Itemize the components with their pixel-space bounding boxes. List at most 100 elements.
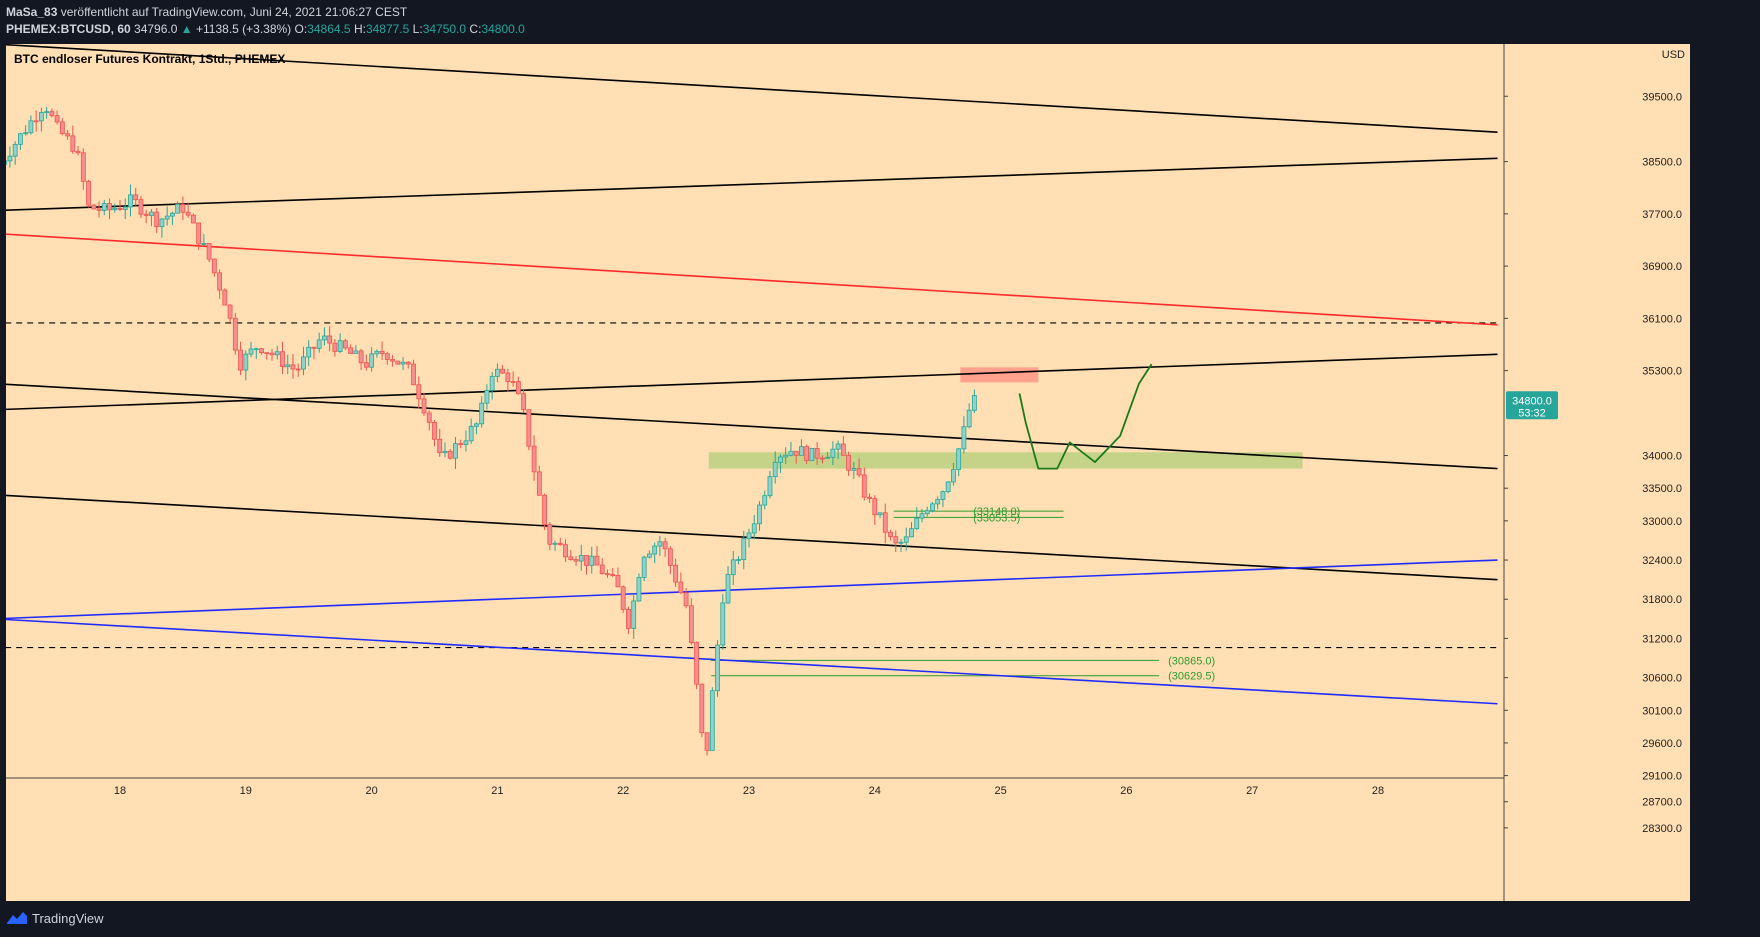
candle [851, 462, 857, 479]
candle [652, 542, 658, 564]
candle [657, 536, 663, 556]
candle [369, 347, 375, 372]
candle [547, 521, 553, 551]
candle [432, 419, 437, 447]
candle [484, 384, 490, 410]
candle [935, 496, 941, 510]
candle [505, 368, 511, 392]
candle [290, 354, 296, 379]
candle [332, 339, 338, 357]
ohlc-row: PHEMEX:BTCUSD, 60 34796.0 ▲ +1138.5 (+3.… [6, 22, 525, 36]
tradingview-logo-icon[interactable] [6, 910, 28, 929]
trend-line-red-2 [6, 233, 1498, 326]
candle [730, 551, 736, 585]
candle [709, 687, 715, 751]
open-label: O: [294, 22, 308, 36]
candle [342, 338, 348, 351]
candle [442, 442, 448, 458]
level-label: (33148.0) [973, 506, 1020, 518]
x-tick-label: 27 [1246, 785, 1258, 797]
low-label: L: [412, 22, 423, 36]
y-tick-label: 36100.0 [1642, 313, 1682, 325]
candle [248, 341, 254, 358]
candle [44, 106, 50, 119]
candle [536, 465, 542, 496]
x-tick-label: 19 [240, 785, 252, 797]
candle [856, 458, 862, 478]
candle [615, 567, 621, 588]
x-tick-label: 20 [365, 785, 377, 797]
candle [757, 501, 762, 531]
candle [133, 187, 139, 206]
candle [190, 213, 196, 224]
candle [762, 490, 768, 510]
candle [631, 595, 637, 639]
candle [96, 201, 102, 218]
candle [411, 359, 416, 386]
candle [196, 222, 202, 250]
candle [285, 354, 291, 375]
candle [620, 585, 626, 614]
y-tick-label: 39500.0 [1642, 91, 1682, 103]
candle [400, 357, 406, 371]
candle [924, 506, 930, 517]
trend-line-black-1 [6, 157, 1498, 211]
candle [222, 288, 228, 306]
y-tick-label: 34000.0 [1642, 451, 1682, 463]
candle [70, 125, 76, 154]
candle [877, 512, 883, 519]
candle [489, 372, 495, 400]
candle [384, 351, 390, 365]
symbol-label[interactable]: PHEMEX:BTCUSD, 60 [6, 22, 131, 36]
current-price-badge [1506, 391, 1558, 420]
candle [741, 530, 747, 570]
candle [688, 598, 694, 645]
candle [919, 508, 925, 523]
candle [363, 354, 369, 371]
candle [589, 546, 595, 574]
chart-area[interactable]: (33148.0) (33053.5) (30865.0) (30629.5) 18 19… [6, 44, 1690, 901]
candle [374, 349, 380, 358]
candle [405, 361, 411, 369]
candle [185, 202, 191, 218]
candle [531, 435, 537, 481]
candle [542, 493, 547, 531]
candle [678, 572, 684, 594]
open-value: 34864.5 [307, 22, 351, 36]
brand-name[interactable]: TradingView [32, 911, 104, 926]
chart-title: BTC endloser Futures Kontrakt, 1Std., PH… [14, 52, 286, 66]
candle [861, 467, 867, 501]
countdown-label: 53:32 [1518, 407, 1546, 419]
candle [238, 341, 243, 376]
candle [337, 333, 343, 354]
candle [867, 493, 872, 503]
y-tick-label: 38500.0 [1642, 157, 1682, 169]
candle [667, 546, 673, 575]
candle [494, 363, 500, 383]
candle [322, 327, 327, 346]
candle [463, 430, 469, 452]
y-tick-label: 30600.0 [1642, 673, 1682, 685]
currency-label: USD [1662, 49, 1685, 61]
candle [715, 640, 720, 697]
candle [301, 346, 306, 376]
candle [232, 312, 238, 355]
candle [736, 556, 741, 565]
candle [872, 495, 878, 525]
candle [526, 409, 532, 451]
candle [909, 522, 914, 538]
candle [54, 110, 60, 125]
candle [961, 416, 967, 454]
candle [746, 528, 752, 548]
candle [280, 341, 285, 374]
candle [626, 606, 631, 634]
candle [101, 199, 107, 216]
x-tick-label: 18 [114, 785, 126, 797]
trend-line-black-8 [6, 841, 32, 844]
zone-red-0 [960, 367, 1039, 383]
author-name[interactable]: MaSa_83 [6, 5, 58, 19]
candle [122, 198, 128, 219]
price-chart[interactable]: (33148.0)(33053.5) (30865.0) (30629.5) 18 19… [6, 44, 1690, 901]
candle [447, 448, 453, 460]
candle [107, 198, 112, 220]
